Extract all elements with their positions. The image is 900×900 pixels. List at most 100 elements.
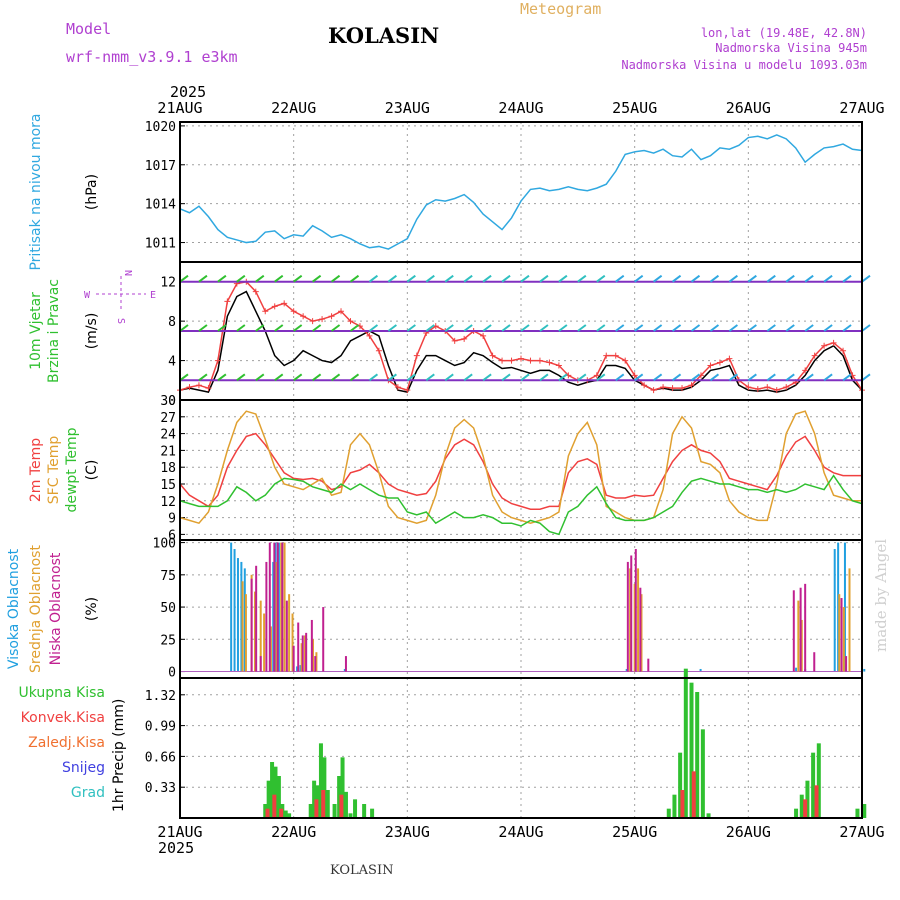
gust-marker (641, 382, 648, 389)
bar-ukupna-kisa (706, 813, 711, 818)
bar-srednja-oblacnost (838, 594, 841, 672)
temperature-ylabel-1: SFC Temp (46, 436, 62, 505)
wind-arrow (615, 373, 625, 382)
wind-arrow (747, 373, 757, 382)
bar-ukupna-kisa (343, 791, 348, 818)
bar-ukupna-kisa (318, 743, 323, 818)
bar-ukupna-kisa (799, 794, 804, 818)
bar-niska-oblacnost (276, 542, 279, 672)
wind-arrow (785, 324, 795, 332)
bar-visoka-oblacnost (299, 665, 302, 672)
gust-marker (783, 384, 790, 391)
wind-arrow (653, 373, 663, 382)
gust-marker (555, 362, 562, 369)
wind-arrow (558, 274, 568, 283)
wind-arrow (634, 324, 644, 332)
bar-srednja-oblacnost (304, 635, 307, 672)
y-tick-label: 1011 (145, 237, 176, 252)
wind-arrow (198, 274, 208, 283)
gust-marker (764, 384, 771, 391)
y-tick-label: 21 (160, 444, 176, 459)
bar-ukupna-kisa (337, 776, 342, 818)
wind-arrow (406, 324, 416, 332)
gust-marker (271, 303, 278, 310)
wind-arrow (596, 373, 606, 382)
wind-arrow (406, 274, 416, 283)
bar-visoka-oblacnost (236, 558, 239, 672)
bar-ukupna-kisa (805, 780, 810, 818)
wind-arrow (312, 274, 322, 283)
gust-marker (840, 347, 847, 354)
y-tick-label: 0.99 (145, 720, 176, 735)
bar-visoka-oblacnost (230, 542, 233, 672)
bar-visoka-oblacnost (843, 542, 846, 672)
bar-srednja-oblacnost (244, 594, 247, 672)
temperature-ylabel-0: 2m Temp (28, 438, 44, 502)
bar-ukupna-kisa (689, 682, 694, 818)
gust-marker (679, 385, 686, 392)
wind-arrow (709, 324, 720, 332)
wind-arrow (274, 274, 284, 283)
bar-ukupna-kisa (312, 780, 317, 818)
gust-marker (224, 298, 231, 305)
clouds-unit: (%) (84, 597, 100, 621)
wind-arrow (217, 274, 227, 283)
wind-arrow (217, 324, 227, 332)
panel-frame (179, 121, 863, 263)
wind-arrow (312, 324, 322, 332)
wind-arrow (634, 274, 644, 283)
series-2m-temp (179, 432, 862, 510)
wind-arrow (236, 373, 246, 382)
wind-arrow (634, 373, 644, 382)
gust-marker (195, 382, 202, 389)
bar-srednja-oblacnost (629, 568, 632, 672)
wind-arrow (823, 373, 833, 382)
gust-marker (309, 318, 316, 325)
wind-arrow (349, 274, 360, 283)
gust-marker (319, 316, 326, 323)
gust-marker (688, 382, 695, 389)
wind-arrow (179, 324, 189, 332)
bar-niska-oblacnost (301, 635, 304, 672)
precip-legend-3: Snijeg (62, 760, 105, 776)
gust-marker (660, 384, 667, 391)
bar-ukupna-kisa (263, 804, 268, 818)
page-title: KOLASIN (328, 23, 439, 48)
gust-marker (366, 332, 373, 339)
wind-arrow (425, 274, 435, 283)
wind-arrow (690, 274, 701, 283)
bar-ukupna-kisa (362, 804, 367, 818)
date-label-top: 22AUG (271, 99, 316, 117)
gust-marker (754, 386, 761, 393)
y-tick-label: 6 (168, 528, 176, 543)
date-label-top: 21AUG (157, 99, 202, 117)
bar-ukupna-kisa (308, 804, 313, 818)
bar-srednja-oblacnost (315, 652, 318, 672)
wind-arrow (671, 324, 682, 332)
bar-ukupna-kisa (816, 743, 821, 818)
wind-arrow (558, 373, 568, 382)
bar-niska-oblacnost (634, 549, 637, 672)
y-tick-label: 12 (160, 495, 176, 510)
y-tick-label: 9 (168, 512, 176, 527)
wind-arrow (236, 274, 246, 283)
bar-niska-oblacnost (292, 645, 295, 672)
bar-ukupna-kisa (283, 810, 288, 818)
pressure-ylabel-0: Pritisak na nivou mora (28, 113, 44, 270)
wind-arrow (596, 274, 606, 283)
bar-srednja-oblacnost (640, 594, 643, 672)
wind-arrow (728, 324, 738, 332)
wind-arrow (747, 324, 757, 332)
lonlat-label: lon,lat (19.48E, 42.8N) (701, 26, 867, 40)
wind-arrow (425, 324, 435, 332)
gust-marker (252, 288, 259, 295)
y-tick-label: 27 (160, 411, 176, 426)
wind-arrow (520, 373, 530, 382)
wind-arrow (368, 274, 379, 283)
clouds-ylabel-0: Visoka Oblacnost (6, 548, 22, 669)
wind-arrow (501, 274, 511, 283)
precip-legend-0: Ukupna Kisa (18, 685, 105, 701)
bar-niska-oblacnost (630, 555, 633, 672)
